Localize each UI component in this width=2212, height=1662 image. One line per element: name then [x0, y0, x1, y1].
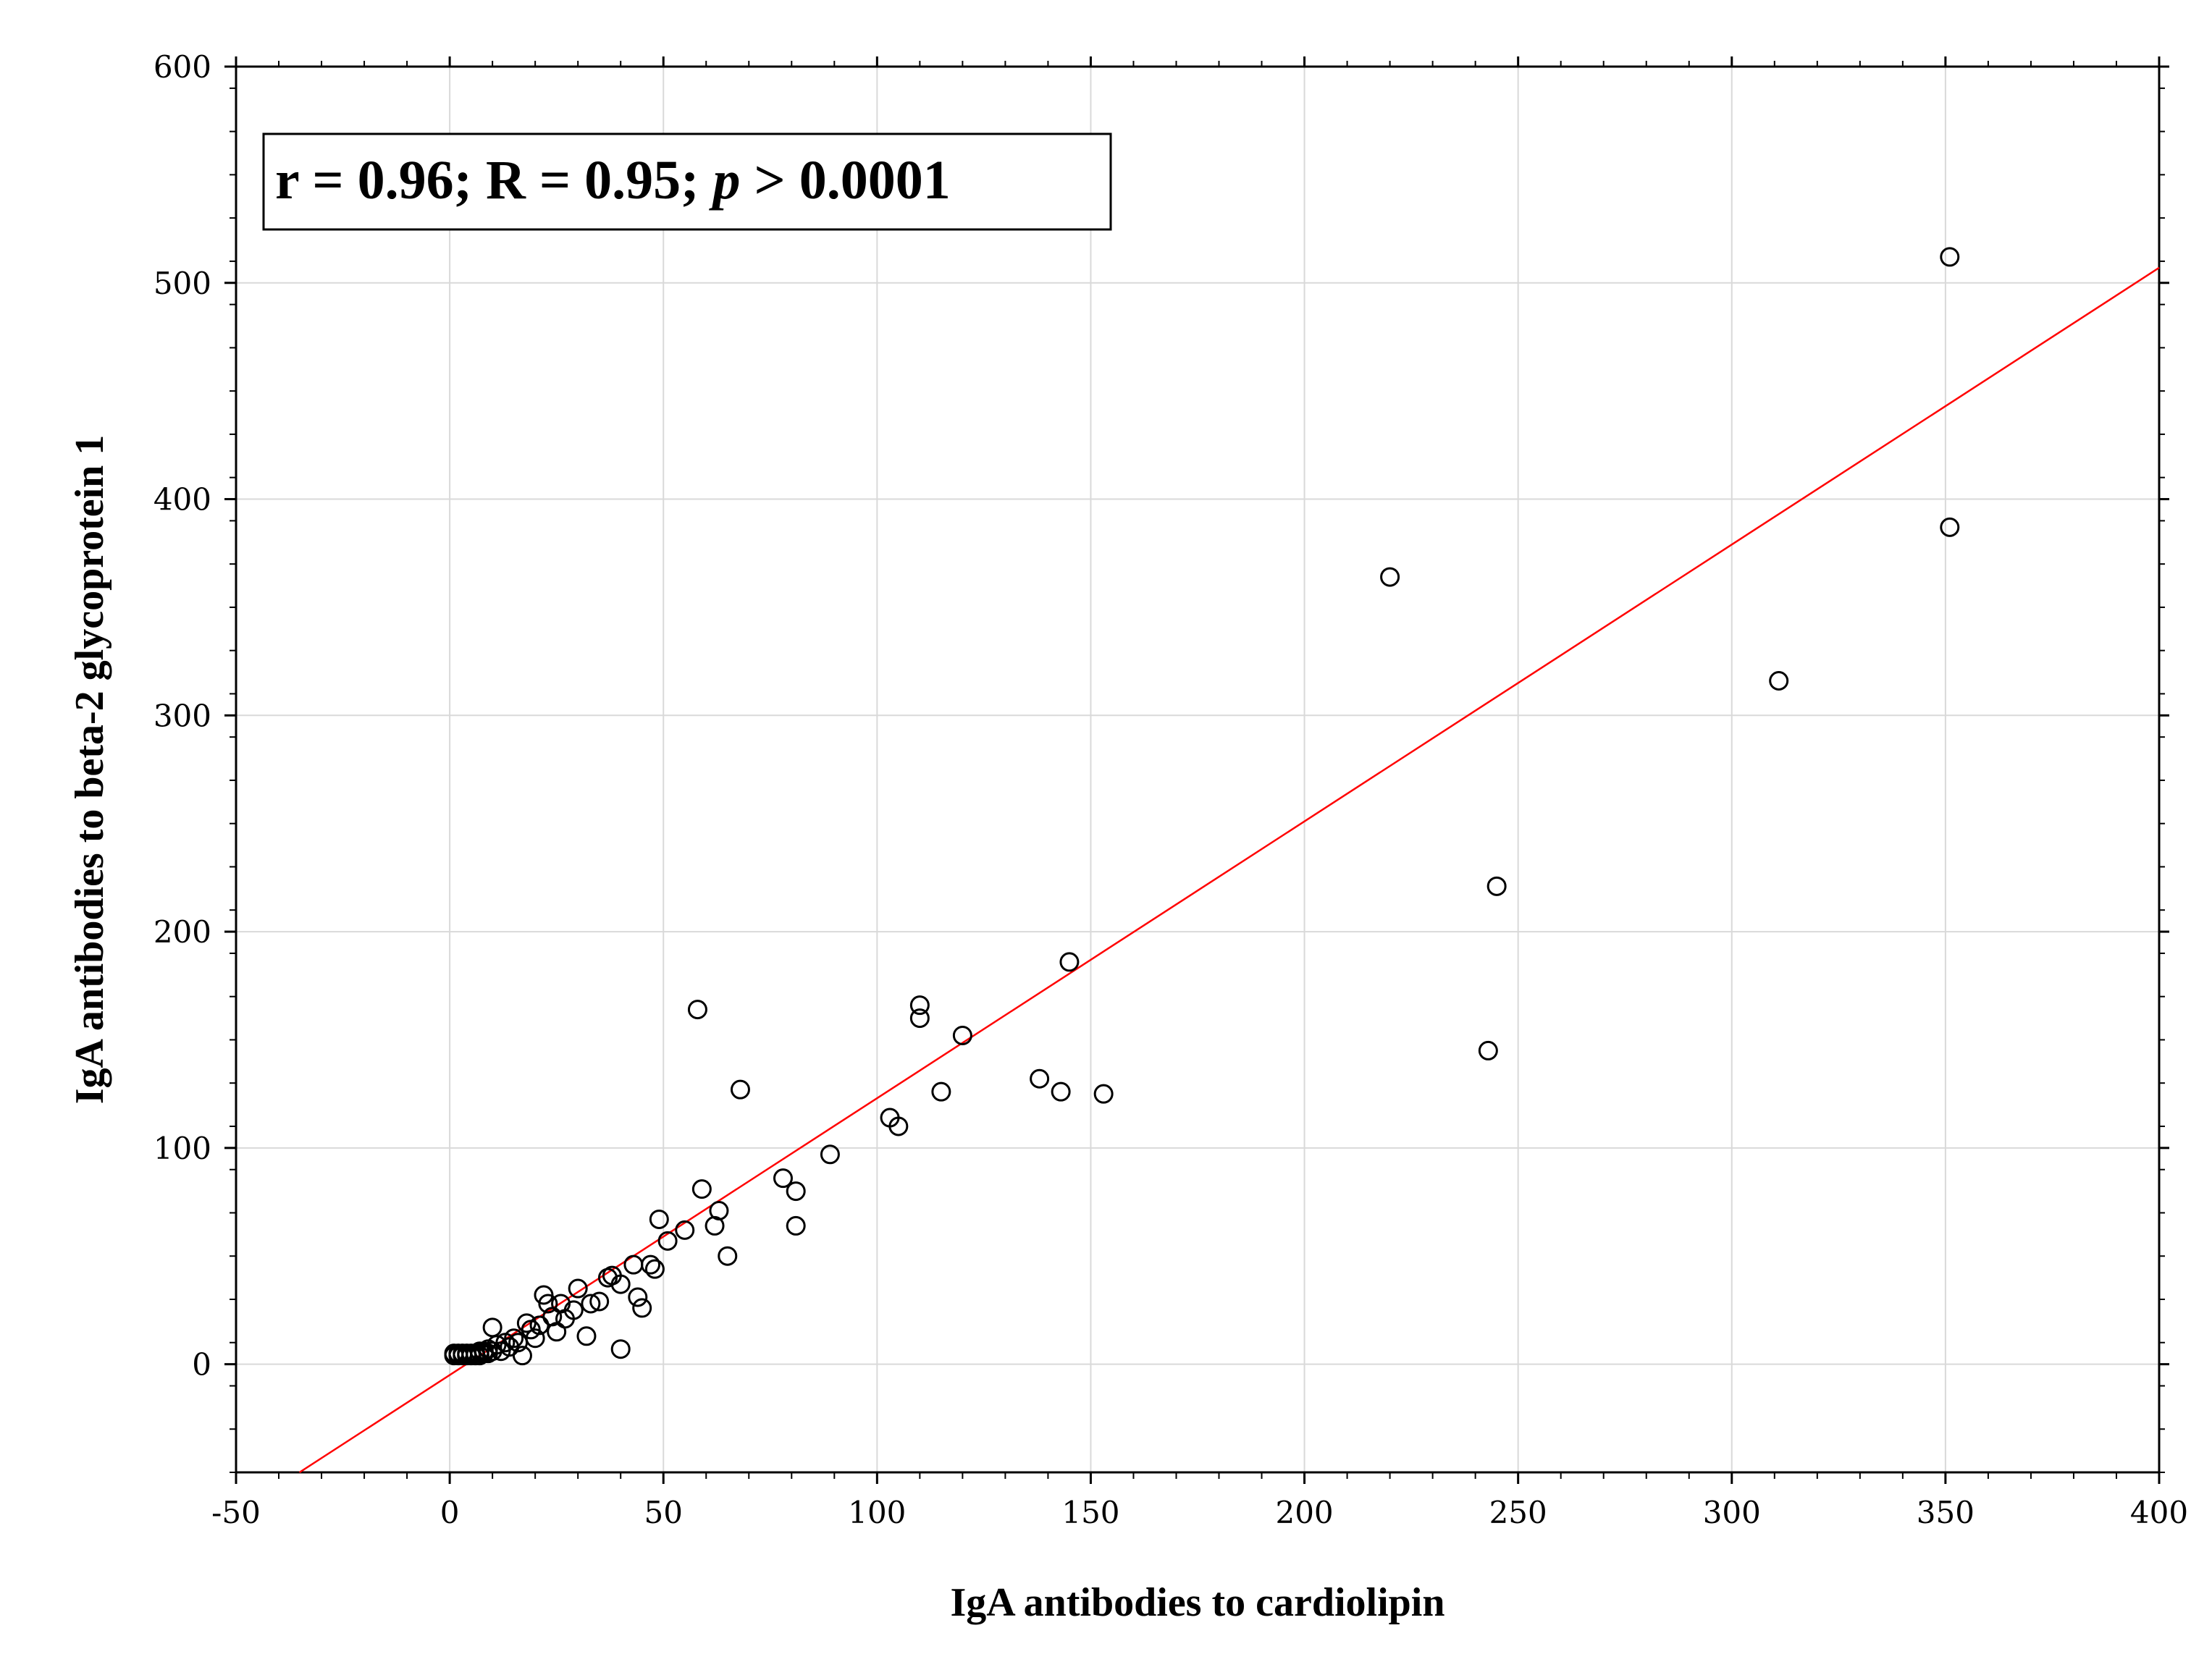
y-tick-label: 0	[192, 1347, 211, 1383]
data-point	[786, 1181, 806, 1202]
x-tick-label: 0	[440, 1495, 460, 1530]
data-point	[1940, 517, 1960, 537]
stats-annotation-part2: > 0.0001	[740, 150, 950, 211]
data-point	[1940, 247, 1960, 267]
data-point	[730, 1079, 750, 1100]
data-point	[1478, 1040, 1498, 1060]
data-point	[1051, 1081, 1071, 1102]
regression-line-group	[298, 266, 2160, 1474]
data-point	[581, 1294, 601, 1314]
stats-annotation: r = 0.96; R = 0.95; p > 0.0001	[262, 132, 1112, 231]
regression-line	[298, 266, 2160, 1474]
x-tick-label: 300	[1703, 1495, 1761, 1530]
plot-area-frame	[235, 65, 2161, 1474]
data-point	[516, 1313, 537, 1333]
data-point	[786, 1215, 806, 1236]
data-point	[1059, 952, 1080, 972]
data-point	[1486, 876, 1507, 896]
data-point	[931, 1081, 951, 1102]
y-tick-label: 300	[154, 698, 211, 733]
y-tick-label: 500	[154, 266, 211, 301]
y-tick-label: 600	[154, 49, 211, 85]
data-point	[691, 1179, 712, 1199]
data-point	[649, 1209, 669, 1229]
stats-annotation-part1: r = 0.96; R = 0.95;	[275, 150, 712, 211]
data-point	[482, 1317, 502, 1338]
x-tick-label: 200	[1275, 1495, 1333, 1530]
data-point	[657, 1231, 678, 1251]
data-point	[597, 1267, 618, 1288]
stats-annotation-box	[262, 132, 1112, 231]
axis-ticks	[224, 56, 2169, 1484]
y-tick-label: 400	[154, 482, 211, 518]
data-point	[718, 1246, 738, 1266]
data-point	[705, 1215, 725, 1236]
x-axis-title: IgA antibodies to cardiolipin	[950, 1580, 1444, 1625]
data-point	[568, 1278, 588, 1299]
data-point	[675, 1220, 695, 1240]
stats-annotation-text: r = 0.96; R = 0.95; p > 0.0001	[275, 150, 951, 211]
data-point	[880, 1108, 900, 1128]
x-tick-label: 350	[1917, 1495, 1975, 1530]
x-tick-label: 150	[1061, 1495, 1119, 1530]
data-point	[1030, 1068, 1050, 1089]
y-tick-label: 100	[154, 1131, 211, 1166]
y-tick-label: 200	[154, 914, 211, 950]
data-point	[1380, 567, 1400, 587]
axis-tick-labels: -50 0 50 100 150 200 250 300 350 400 0 100 200 300 400…	[154, 49, 2188, 1530]
x-tick-label: 50	[644, 1495, 682, 1530]
data-point	[644, 1259, 665, 1279]
data-points	[444, 247, 1960, 1366]
data-point	[589, 1291, 610, 1312]
data-point	[632, 1298, 652, 1318]
data-point	[534, 1285, 554, 1305]
data-point	[1769, 671, 1789, 691]
data-point	[773, 1168, 793, 1189]
stats-annotation-p: p	[708, 150, 740, 211]
x-tick-label: -50	[211, 1495, 261, 1530]
data-point	[687, 1000, 707, 1020]
data-point	[952, 1025, 972, 1045]
x-tick-label: 250	[1489, 1495, 1547, 1530]
y-axis-title: IgA antibodies to beta-2 glycoprotein 1	[67, 435, 112, 1105]
grid-lines	[236, 67, 2159, 1472]
data-point	[610, 1339, 631, 1359]
data-point	[623, 1254, 644, 1275]
data-point	[909, 1008, 930, 1029]
data-point	[444, 1343, 464, 1364]
data-point	[628, 1287, 648, 1307]
data-point	[576, 1326, 597, 1346]
x-tick-label: 100	[848, 1495, 906, 1530]
data-point	[820, 1144, 840, 1165]
data-point	[909, 995, 930, 1016]
data-point	[1093, 1084, 1114, 1104]
x-tick-label: 400	[2130, 1495, 2188, 1530]
